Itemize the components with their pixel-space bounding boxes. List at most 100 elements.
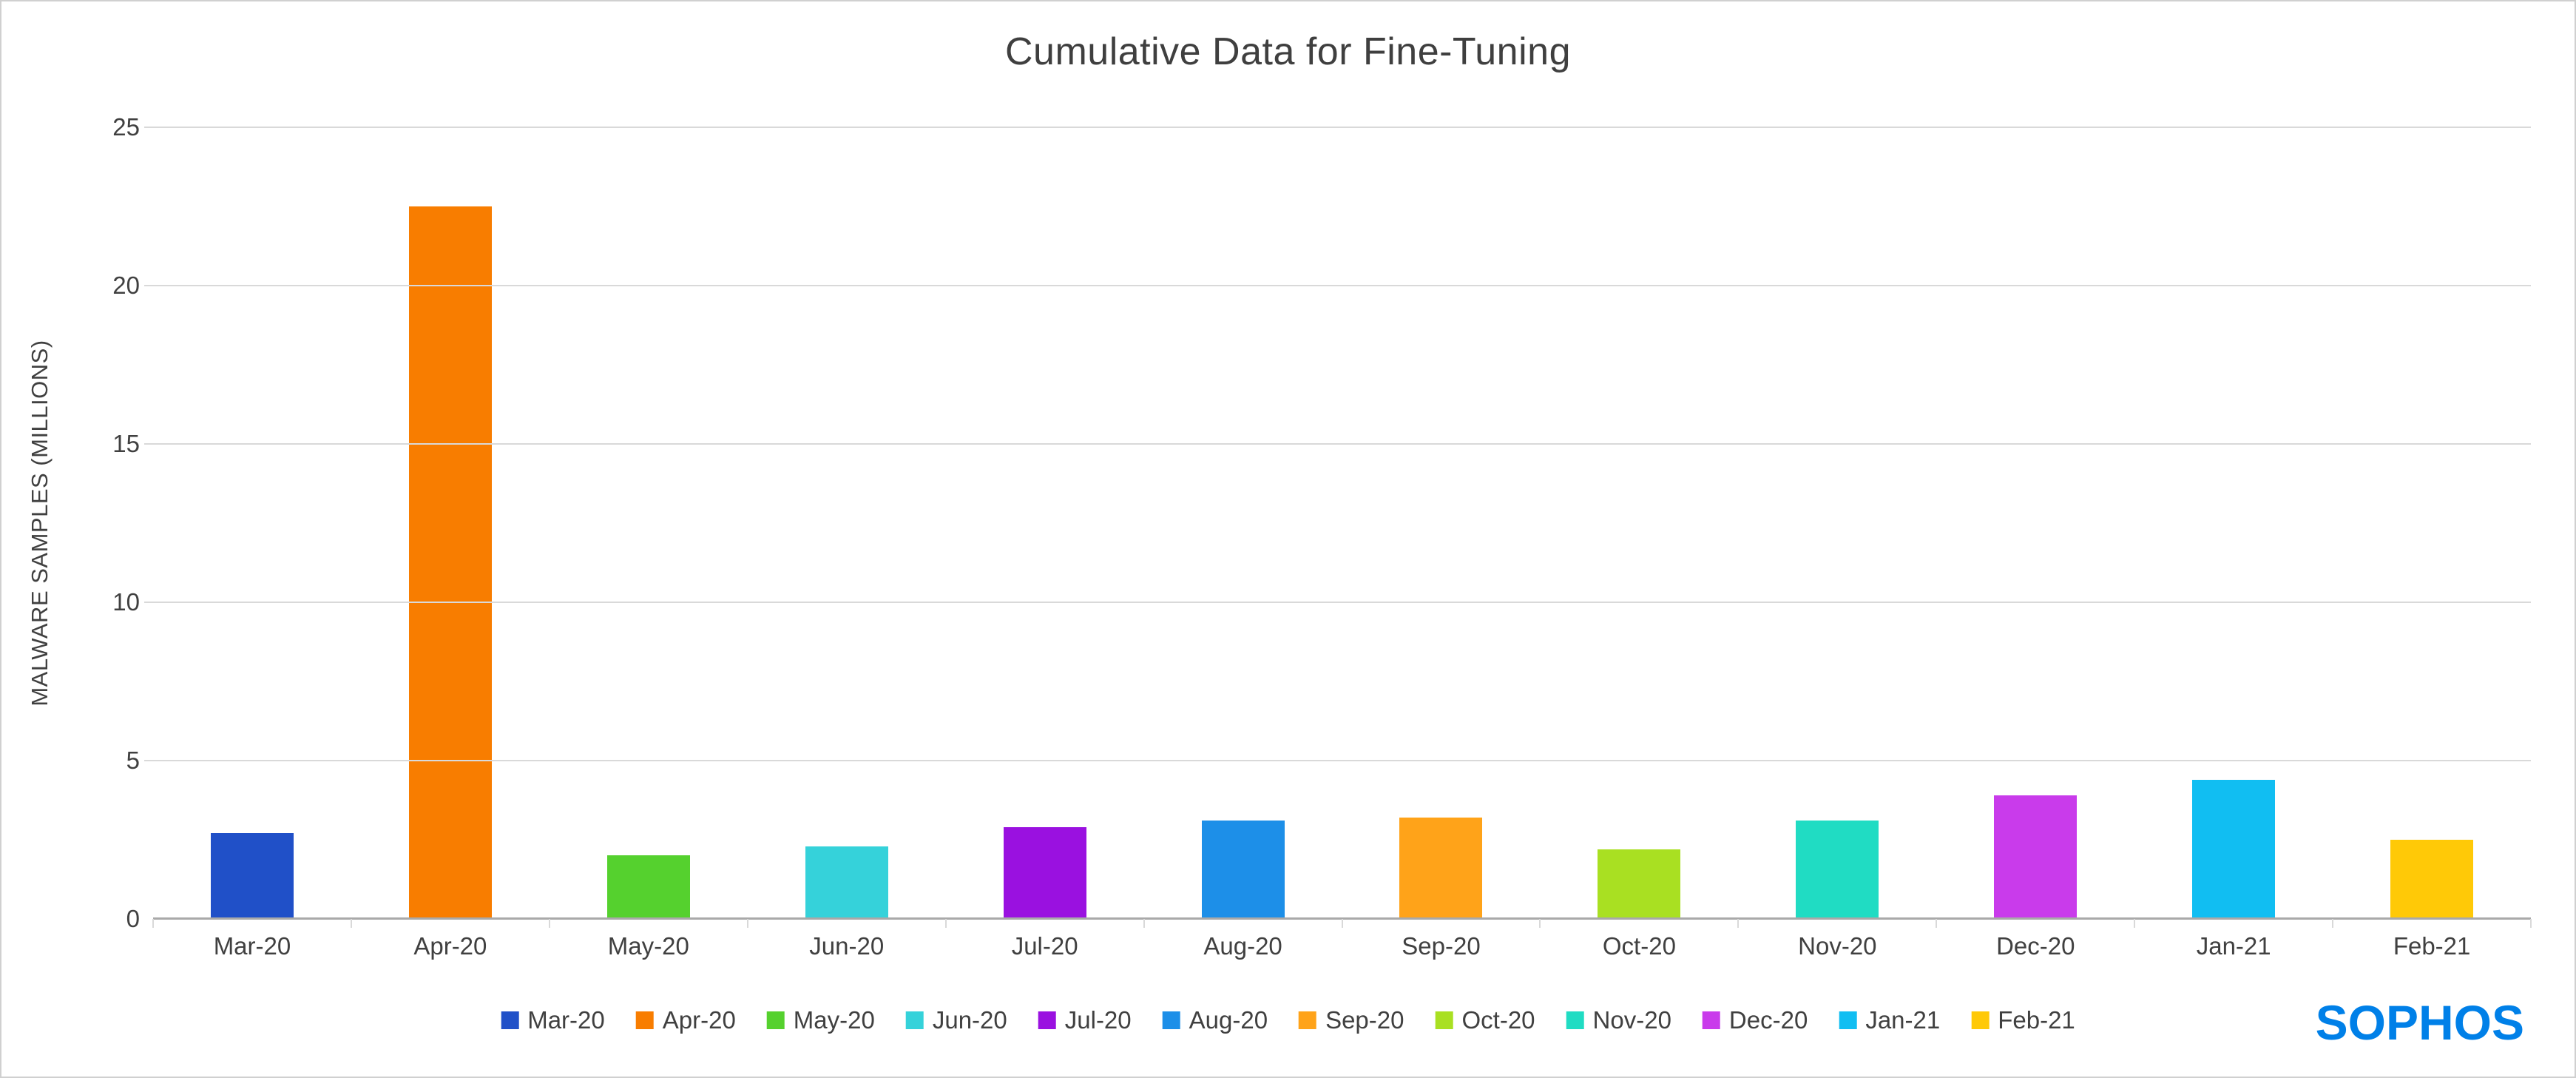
legend-label: Apr-20 [662,1006,736,1034]
bar-Nov-20 [1796,821,1879,919]
x-tick-label: Jan-21 [2196,932,2271,960]
x-tick-mark [746,919,748,928]
legend-label: Jun-20 [932,1006,1007,1034]
bar-cell [2333,127,2531,919]
legend-item-May-20: May-20 [766,1006,875,1034]
x-tick-mark [152,919,154,928]
plot-area: 0 5 10 15 20 25 [112,113,2532,932]
y-tick-label: 15 [112,430,140,457]
bar-May-20 [606,855,690,919]
legend-swatch-icon [635,1011,654,1029]
legend-label: Sep-20 [1325,1006,1404,1034]
legend-swatch-icon [1435,1011,1453,1029]
x-tick-mark [1143,919,1145,928]
legend-label: Mar-20 [527,1006,605,1034]
legend-item-Aug-20: Aug-20 [1162,1006,1268,1034]
bar-cell [1144,127,1342,919]
x-tick-label: Mar-20 [213,932,291,960]
chart-title: Cumulative Data for Fine-Tuning [1004,30,1571,73]
x-tick-mark [350,919,352,928]
x-tick-mark [548,919,550,928]
legend-swatch-icon [1702,1011,1720,1029]
bar-Dec-20 [1994,795,2078,919]
bar-Oct-20 [1598,849,1681,919]
y-tick-mark [144,760,153,761]
legend-label: Oct-20 [1461,1006,1535,1034]
gridline [153,127,2531,128]
legend-item-Mar-20: Mar-20 [501,1006,605,1034]
bar-Mar-20 [210,833,294,919]
legend: Mar-20 Apr-20 May-20 Jun-20 Jul-20 Aug-20 Sep-… [501,1006,2075,1034]
legend-label: Jan-21 [1865,1006,1941,1034]
gridline [153,443,2531,445]
legend-item-Apr-20: Apr-20 [635,1006,736,1034]
bar-cell [1540,127,1738,919]
legend-item-Dec-20: Dec-20 [1702,1006,1808,1034]
x-tick-mark [944,919,947,928]
x-tick-label: Feb-21 [2393,932,2471,960]
bar-Feb-21 [2390,840,2474,919]
x-tick-label: Aug-20 [1203,932,1282,960]
y-tick-label: 5 [126,747,140,774]
sophos-logo: SOPHOS [2315,995,2524,1050]
x-tick-label: Apr-20 [413,932,487,960]
legend-label: Dec-20 [1728,1006,1808,1034]
gridline [153,760,2531,761]
y-tick-mark [144,443,153,445]
legend-label: Aug-20 [1189,1006,1268,1034]
legend-item-Sep-20: Sep-20 [1299,1006,1404,1034]
bar-Aug-20 [1201,821,1285,919]
x-tick-mark [2332,919,2334,928]
legend-item-Nov-20: Nov-20 [1566,1006,1671,1034]
legend-swatch-icon [905,1011,924,1029]
y-tick-mark [144,602,153,603]
legend-label: Feb-21 [1998,1006,2075,1034]
bars-container [153,127,2531,919]
bar-cell [2134,127,2333,919]
bar-Jan-21 [2192,779,2276,919]
x-tick-label: Oct-20 [1602,932,1676,960]
bar-cell [351,127,550,919]
x-tick-mark [1737,919,1740,928]
x-tick-label: Jul-20 [1011,932,1078,960]
legend-item-Jan-21: Jan-21 [1839,1006,1940,1034]
bar-cell [748,127,946,919]
x-tick-mark [1539,919,1541,928]
legend-item-Jul-20: Jul-20 [1038,1006,1132,1034]
x-tick-mark [1936,919,1938,928]
legend-item-Feb-21: Feb-21 [1971,1006,2075,1034]
y-tick-label: 10 [112,588,140,616]
legend-swatch-icon [1839,1011,1857,1029]
x-axis-labels: Mar-20 Apr-20 May-20 Jun-20 Jul-20 Aug-20 Sep-… [153,932,2531,960]
y-tick-label: 25 [112,113,140,141]
legend-label: May-20 [793,1006,875,1034]
legend-swatch-icon [766,1011,785,1029]
y-axis-title: MALWARE SAMPLES (MILLIONS) [27,340,53,707]
legend-swatch-icon [501,1011,519,1029]
bar-cell [550,127,748,919]
bar-cell [153,127,351,919]
legend-swatch-icon [1971,1011,1990,1029]
legend-swatch-icon [1038,1011,1056,1029]
x-tick-label: Nov-20 [1798,932,1877,960]
legend-swatch-icon [1162,1011,1180,1029]
y-tick-mark [144,127,153,128]
legend-label: Nov-20 [1592,1006,1671,1034]
bar-Apr-20 [408,206,492,919]
y-tick-label: 20 [112,272,140,299]
x-tick-label: May-20 [607,932,689,960]
bar-cell [946,127,1144,919]
bar-Jul-20 [1003,826,1086,919]
y-tick-mark [144,285,153,286]
x-axis-line [153,917,2531,920]
bar-cell [1936,127,2134,919]
x-tick-label: Dec-20 [1996,932,2075,960]
bar-cell [1738,127,1936,919]
legend-swatch-icon [1566,1011,1584,1029]
bar-cell [1342,127,1541,919]
gridline [153,285,2531,286]
y-tick-label: 0 [126,905,140,932]
x-tick-label: Jun-20 [809,932,885,960]
x-tick-mark [2530,919,2532,928]
